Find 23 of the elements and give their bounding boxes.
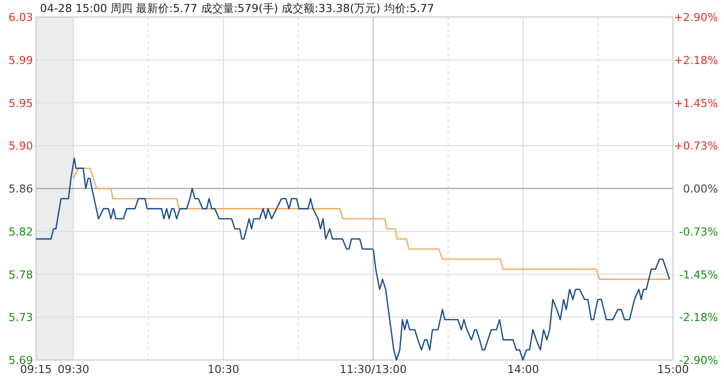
y-tick-label: 5.82 [8,225,33,238]
y-tick-label: 6.03 [8,11,33,24]
y2-tick-label: -1.45% [679,268,718,282]
y2-tick-label: +2.18% [674,54,718,67]
y2-tick-label: -2.18% [679,311,718,324]
y2-tick-label: +1.45% [674,96,718,110]
y-tick-label: 5.73 [8,311,33,324]
x-tick-label: 09:30 [58,363,90,376]
y2-tick-label: +0.73% [674,140,718,153]
y-tick-label: 5.99 [8,54,33,67]
y-tick-label: 5.90 [8,140,33,153]
x-tick-label: 14:00 [507,363,539,376]
x-tick-label: 10:30 [208,363,240,376]
x-tick-label: 15:00 [657,363,689,376]
chart-title: 04-28 15:00 周四 最新价:5.77 成交量:579(手) 成交额:33.38(万元) 均价:5.77 [40,2,434,15]
x-tick-label: 09:15 [20,363,52,376]
y-tick-label: 5.86 [8,182,33,196]
x-tick-label: 11:30/13:00 [340,363,407,376]
y2-tick-label: -0.73% [679,225,718,238]
y-tick-label: 5.78 [8,268,33,282]
y2-tick-label: 0.00% [683,182,718,196]
y2-tick-label: +2.90% [674,11,718,24]
y-tick-label: 5.95 [8,96,33,110]
